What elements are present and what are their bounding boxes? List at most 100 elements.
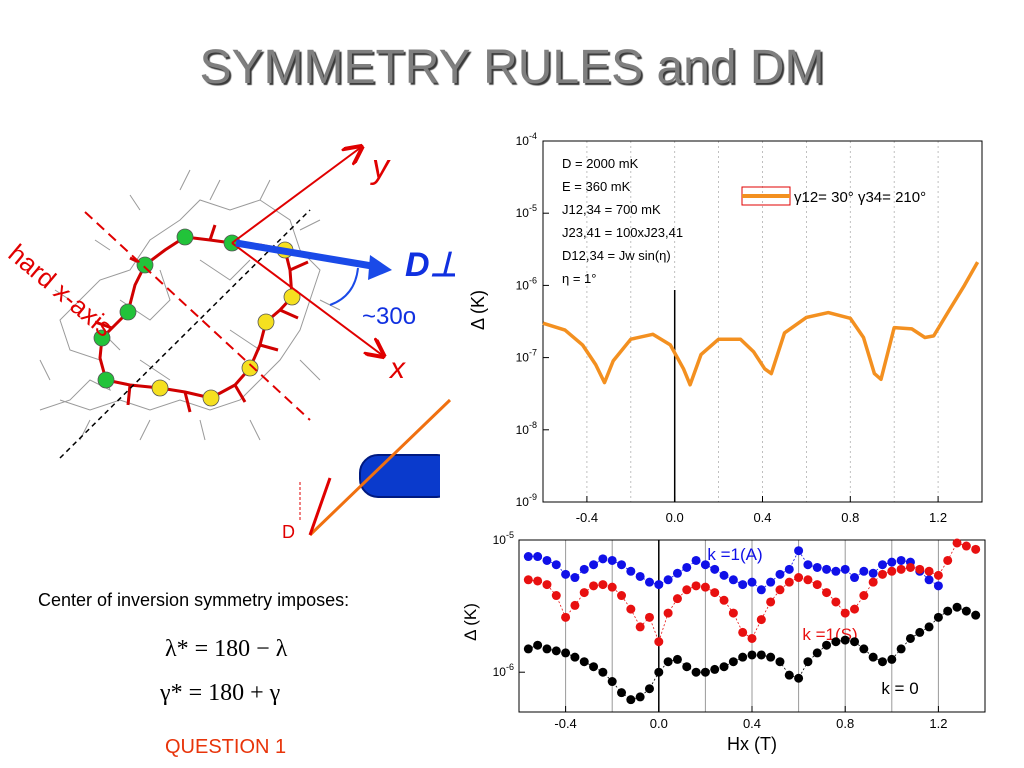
chart2-data-point <box>756 585 766 595</box>
chart2-data-point <box>579 588 589 598</box>
chart2-data-point <box>961 541 971 551</box>
chart2-data-point <box>561 648 571 658</box>
chart2-y-axis-label: Δ (K) <box>461 603 480 641</box>
question-label: QUESTION 1 <box>165 736 287 758</box>
chart1-y-tick-label: 10-6 <box>516 275 537 292</box>
chart2-data-point <box>523 552 533 562</box>
chart2-x-axis-label: Hx (T) <box>727 734 777 754</box>
chart2-x-tick-label: 0.0 <box>650 716 668 731</box>
chart2-data-point <box>523 644 533 654</box>
d-vector-label: D⊥ <box>405 246 460 284</box>
chart2-data-point <box>840 635 850 645</box>
chart2-data-point <box>859 644 869 654</box>
chart2-data-point <box>589 662 599 672</box>
chart2-data-point <box>570 600 580 610</box>
chart2-data-point <box>952 602 962 612</box>
chart2-data-point <box>877 560 887 570</box>
chart1-x-tick-label: 0.0 <box>666 510 684 525</box>
lower-partial-figure <box>299 398 460 537</box>
chart2-data-point <box>738 627 748 637</box>
chart1-y-tick-label: 10-5 <box>516 203 537 220</box>
chart2-data-point <box>840 608 850 618</box>
chart2-data-point <box>887 654 897 664</box>
chart1-parameter-text: D12,34 = Jw sin(η) <box>562 248 671 263</box>
chart2-data-point <box>570 652 580 662</box>
chart2-data-point <box>644 612 654 622</box>
chart2-data-point <box>719 662 729 672</box>
chart2-series-line <box>528 606 976 701</box>
chart2-data-point <box>831 566 841 576</box>
chart2-background <box>455 530 995 768</box>
chart2-data-point <box>710 588 720 598</box>
chart2-data-point <box>579 564 589 574</box>
chart2-data-point <box>542 644 552 654</box>
hard-axis-line <box>84 211 311 421</box>
chart1-x-tick-label: 0.8 <box>841 510 859 525</box>
chart2-data-point <box>905 633 915 643</box>
chart2-series-line <box>528 549 939 591</box>
chart2-data-point <box>915 627 925 637</box>
chart1-y-tick-label: 10-9 <box>516 492 537 509</box>
chart2-data-point <box>971 544 981 554</box>
chart2-data-point <box>551 591 561 601</box>
chart2-data-point <box>868 568 878 578</box>
chart2-data-point <box>896 564 906 574</box>
chart1-x-tick-label: -0.4 <box>576 510 598 525</box>
chart2-data-point <box>859 591 869 601</box>
y-axis-arrow <box>231 148 360 244</box>
chart2-data-point <box>961 606 971 616</box>
chart2-data-point <box>598 580 608 590</box>
chart2-data-point <box>710 664 720 674</box>
chart2-x-tick-label: 1.2 <box>929 716 947 731</box>
chart2-data-point <box>663 608 673 618</box>
chart2-data-point <box>877 569 887 579</box>
chart1-parameter-text: J23,41 = 100xJ23,41 <box>562 225 683 240</box>
chart2-series-label: k = 0 <box>881 679 918 698</box>
chart2-x-tick-label: 0.8 <box>836 716 854 731</box>
caption: Center of inversion symmetry imposes: <box>38 590 350 610</box>
chart2-data-point <box>822 640 832 650</box>
chart2-data-point <box>747 650 757 660</box>
chart2-data-point <box>784 577 794 587</box>
chart2-data-point <box>822 588 832 598</box>
chart2-data-point <box>728 575 738 585</box>
chart2-data-point <box>589 581 599 591</box>
chart2-data-point <box>607 677 617 687</box>
chart2-data-point <box>831 637 841 647</box>
chart2-data-point <box>747 633 757 643</box>
chart2-data-point <box>812 580 822 590</box>
chart2-data-point <box>924 622 934 632</box>
chart2-data-point <box>924 566 934 576</box>
chart2-y-tick-label: 10-6 <box>493 662 514 679</box>
chart1-parameter-text: D = 2000 mK <box>562 156 639 171</box>
angle-label: ~30o <box>362 303 417 330</box>
chart2-data-point <box>756 615 766 625</box>
chart2-data-point <box>738 652 748 662</box>
chart2-data-point <box>887 566 897 576</box>
chart2-data-point <box>691 555 701 565</box>
chart2-y-tick-label: 10-5 <box>493 530 514 547</box>
chart2-data-point <box>794 673 804 683</box>
chart2-data-point <box>672 594 682 604</box>
chart2-data-point <box>598 667 608 677</box>
chart2-data-point <box>719 570 729 580</box>
chart1-legend-label: γ12= 30° γ34= 210° <box>794 189 926 206</box>
y-axis-label: y <box>372 148 389 186</box>
chart2-data-point <box>775 585 785 595</box>
red-bonds <box>94 224 309 413</box>
chart2-data-point <box>682 562 692 572</box>
chart2-data-point <box>551 646 561 656</box>
chart2-data-point <box>766 597 776 607</box>
chart2-data-point <box>626 695 636 705</box>
chart2-data-point <box>672 654 682 664</box>
chart2-data-point <box>635 622 645 632</box>
chart2-data-point <box>542 580 552 590</box>
chart2-data-point <box>803 575 813 585</box>
chart1-parameter-text: η = 1° <box>562 271 596 286</box>
chart2-data-point <box>700 582 710 592</box>
chart2-data-point <box>943 606 953 616</box>
chart2-data-point <box>794 573 804 583</box>
chart2-data-point <box>617 591 627 601</box>
atoms <box>93 228 301 407</box>
chart2-data-point <box>635 692 645 702</box>
